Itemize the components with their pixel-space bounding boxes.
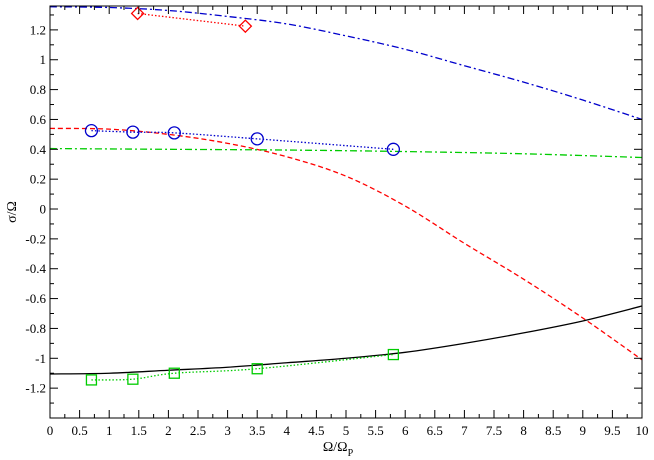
x-tick-label: 7.5 xyxy=(486,423,502,438)
x-tick-label: 6.5 xyxy=(427,423,443,438)
data-point-diamond xyxy=(130,6,145,21)
data-point-circle xyxy=(250,132,264,146)
series-line-4 xyxy=(137,12,246,27)
x-tick-label: 4 xyxy=(284,423,291,438)
data-point-diamond xyxy=(238,19,253,34)
x-tick-label: 5.5 xyxy=(367,423,383,438)
data-point-square xyxy=(251,363,263,375)
y-tick-label: 0 xyxy=(40,202,47,217)
x-tick-label: 9.5 xyxy=(604,423,620,438)
y-tick-label: 0.6 xyxy=(30,112,47,127)
x-tick-label: 0.5 xyxy=(71,423,87,438)
plot-marks xyxy=(49,6,643,386)
x-tick-label: 8 xyxy=(520,423,527,438)
x-tick-label: 6 xyxy=(402,423,409,438)
x-tick-label: 2.5 xyxy=(190,423,206,438)
x-tick-label: 9 xyxy=(580,423,587,438)
series-line-0 xyxy=(49,6,643,121)
data-point-square xyxy=(168,367,180,379)
data-point-circle xyxy=(167,126,181,140)
series-line-2 xyxy=(49,147,643,159)
data-point-square xyxy=(127,373,139,385)
data-point-square xyxy=(387,348,400,361)
y-tick-label: 1 xyxy=(40,52,47,67)
y-tick-label: -1 xyxy=(35,351,46,366)
axes: 0 0.5 1 1.5 2 2.5 3 3.5 4 4.5 5 5.5 6 6.5 7 7.5 8 8.5 9 9.5… xyxy=(25,6,649,438)
y-tick-label: -0.8 xyxy=(25,321,46,336)
y-tick-label: -0.4 xyxy=(25,261,46,276)
y-tick-label: -1.2 xyxy=(25,381,46,396)
x-tick-label: 2 xyxy=(165,423,172,438)
x-tick-label: 5 xyxy=(343,423,350,438)
x-tick-label: 8.5 xyxy=(545,423,561,438)
data-point-circle xyxy=(84,123,99,138)
x-tick-label: 10 xyxy=(636,423,649,438)
x-tick-label: 7 xyxy=(461,423,468,438)
x-tick-label: 1.5 xyxy=(131,423,147,438)
x-axis-label-sub: P xyxy=(348,448,354,459)
x-axis-label: Ω/ΩP xyxy=(323,440,354,459)
series-line-1 xyxy=(49,127,643,361)
y-tick-label: 0.8 xyxy=(30,82,46,97)
x-tick-label: 1 xyxy=(106,423,113,438)
x-tick-label: 4.5 xyxy=(308,423,324,438)
x-tick-label: 3 xyxy=(224,423,231,438)
y-tick-label: -0.6 xyxy=(25,291,46,306)
y-tick-label: -0.2 xyxy=(25,231,46,246)
plot-frame xyxy=(49,5,643,419)
data-point-circle xyxy=(126,125,140,139)
x-axis-label-main: Ω/Ω xyxy=(323,440,348,455)
x-tick-label: 0 xyxy=(47,423,54,438)
y-tick-label: 0.2 xyxy=(30,172,46,187)
data-point-square xyxy=(85,374,98,386)
y-tick-label: 0.4 xyxy=(30,142,47,157)
y-tick-label: 1.2 xyxy=(30,22,46,37)
y-axis-label: σ/Ω xyxy=(5,201,20,223)
data-point-circle xyxy=(386,142,401,156)
x-tick-label: 3.5 xyxy=(249,423,265,438)
series-line-3 xyxy=(49,305,643,375)
